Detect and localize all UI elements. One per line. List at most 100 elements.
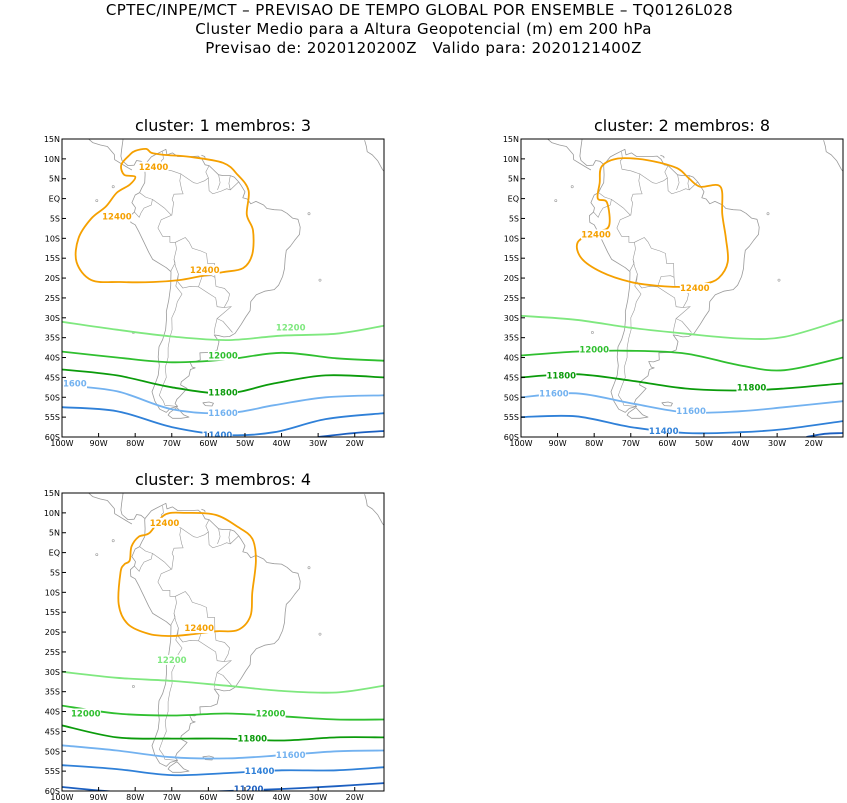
island bbox=[131, 685, 135, 688]
lon-tick-label: 50W bbox=[695, 439, 713, 448]
lat-tick-label: 15N bbox=[503, 135, 519, 144]
contour-label-bg bbox=[189, 265, 220, 276]
country-border bbox=[198, 631, 230, 662]
map-content: 12400 12400 12000 11800 11800 11600 11600 11400 bbox=[521, 139, 843, 437]
lon-tick-label: 60W bbox=[658, 439, 676, 448]
contour-label: 12000 bbox=[256, 710, 286, 720]
lat-tick-label: 55S bbox=[45, 413, 60, 422]
coastline-central-america-pacific bbox=[87, 139, 133, 171]
contour-12400 bbox=[74, 147, 255, 284]
island bbox=[307, 566, 311, 570]
lat-tick-label: 20S bbox=[504, 274, 519, 283]
lat-tick-label: 10S bbox=[45, 234, 60, 243]
lon-tick-label: 80W bbox=[585, 439, 603, 448]
country-border bbox=[639, 165, 669, 184]
lon-tick-label: 50W bbox=[236, 793, 254, 802]
lon-tick-label: 30W bbox=[309, 793, 327, 802]
map-panel-3: cluster: 3 membros: 4 12400 12400 12200 1200… bbox=[44, 470, 385, 802]
lat-tick-label: 40S bbox=[45, 354, 60, 363]
map-frame bbox=[61, 492, 385, 792]
lon-tick-label: 30W bbox=[309, 439, 327, 448]
coastline-falklands bbox=[202, 401, 214, 407]
lat-tick-label: 30S bbox=[45, 668, 60, 677]
contour-12400 bbox=[575, 157, 729, 288]
contour-label: 12000 bbox=[579, 346, 609, 356]
lat-tick-label: 20S bbox=[45, 274, 60, 283]
contour-label: 11200 bbox=[234, 785, 264, 795]
panel-title: cluster: 2 membros: 8 bbox=[594, 116, 770, 135]
lon-tick-label: 60W bbox=[199, 793, 217, 802]
coastline-tierra-del-fuego bbox=[167, 761, 190, 773]
contour-label: 12400 bbox=[139, 163, 169, 173]
lat-tick-label: 20S bbox=[45, 628, 60, 637]
lon-tick-label: 90W bbox=[90, 793, 108, 802]
contour-label: 11400 bbox=[649, 427, 679, 437]
contour-label-bg bbox=[208, 350, 238, 361]
contour-label-bg bbox=[538, 388, 569, 399]
lat-tick-label: 10N bbox=[503, 155, 519, 164]
lat-tick-label: EQ bbox=[49, 195, 60, 204]
contour-label: 12400 bbox=[150, 519, 180, 529]
lat-tick-label: 25S bbox=[45, 648, 60, 657]
country-border bbox=[619, 151, 643, 216]
map-frame bbox=[61, 138, 385, 438]
contour-12400 bbox=[117, 511, 257, 637]
lat-tick-label: 35S bbox=[45, 334, 60, 343]
lat-tick-label: 5S bbox=[50, 215, 60, 224]
lat-tick-label: 30S bbox=[504, 314, 519, 323]
island bbox=[554, 199, 558, 203]
lat-tick-label: 10N bbox=[44, 155, 60, 164]
country-border bbox=[175, 237, 216, 287]
lat-tick-label: 50S bbox=[45, 747, 60, 756]
contour-11200 bbox=[317, 430, 384, 437]
lat-tick-label: 55S bbox=[504, 413, 519, 422]
country-border bbox=[134, 192, 153, 218]
lat-tick-label: 50S bbox=[45, 393, 60, 402]
coastline-central-america bbox=[579, 139, 604, 166]
lon-tick-label: 100W bbox=[509, 439, 532, 448]
country-border bbox=[593, 192, 612, 218]
lat-tick-label: 5N bbox=[508, 175, 519, 184]
lat-tick-label: 5N bbox=[49, 529, 60, 538]
island bbox=[95, 199, 99, 203]
contour-label: 11600 bbox=[539, 389, 569, 399]
country-border bbox=[134, 546, 153, 572]
coastline-trinidad bbox=[201, 508, 206, 513]
contour-12200 bbox=[62, 320, 384, 342]
lat-tick-label: 40S bbox=[45, 708, 60, 717]
contour-label: 12400 bbox=[680, 284, 710, 294]
lat-tick-label: 5N bbox=[49, 175, 60, 184]
contour-12200 bbox=[521, 314, 843, 340]
lat-tick-label: 35S bbox=[504, 334, 519, 343]
lat-tick-label: 10S bbox=[504, 234, 519, 243]
map-panel-1: cluster: 1 membros: 3 12400 12400 12400 1220… bbox=[44, 116, 385, 448]
contour-label: 12400 bbox=[190, 266, 220, 276]
contour-label: 11400 bbox=[245, 767, 275, 777]
contour-label-bg bbox=[208, 387, 238, 398]
country-border bbox=[158, 274, 183, 407]
island bbox=[318, 632, 322, 636]
contour-label: 12400 bbox=[184, 624, 214, 634]
contour-label-bg bbox=[101, 211, 132, 222]
contour-label: 1600 bbox=[63, 379, 87, 389]
lat-tick-label: 15N bbox=[44, 135, 60, 144]
country-border bbox=[634, 237, 675, 287]
island bbox=[570, 185, 574, 189]
lat-tick-label: EQ bbox=[508, 195, 519, 204]
coastline-africa bbox=[364, 494, 384, 526]
coastline-falklands bbox=[661, 401, 673, 407]
panel-title: cluster: 1 membros: 3 bbox=[135, 116, 311, 135]
lon-tick-label: 90W bbox=[90, 439, 108, 448]
lon-tick-label: 70W bbox=[163, 793, 181, 802]
lat-tick-label: 15S bbox=[504, 254, 519, 263]
contour-label-bg bbox=[275, 322, 306, 333]
coastline-south-america bbox=[130, 148, 301, 413]
contour-label: 11800 bbox=[547, 371, 577, 381]
contour-12000 bbox=[62, 704, 384, 721]
coastline-tierra-del-fuego bbox=[167, 407, 190, 419]
lon-tick-label: 40W bbox=[731, 439, 749, 448]
lon-tick-label: 50W bbox=[236, 439, 254, 448]
lat-tick-label: 5S bbox=[509, 215, 519, 224]
contour-label-bg bbox=[736, 382, 767, 393]
